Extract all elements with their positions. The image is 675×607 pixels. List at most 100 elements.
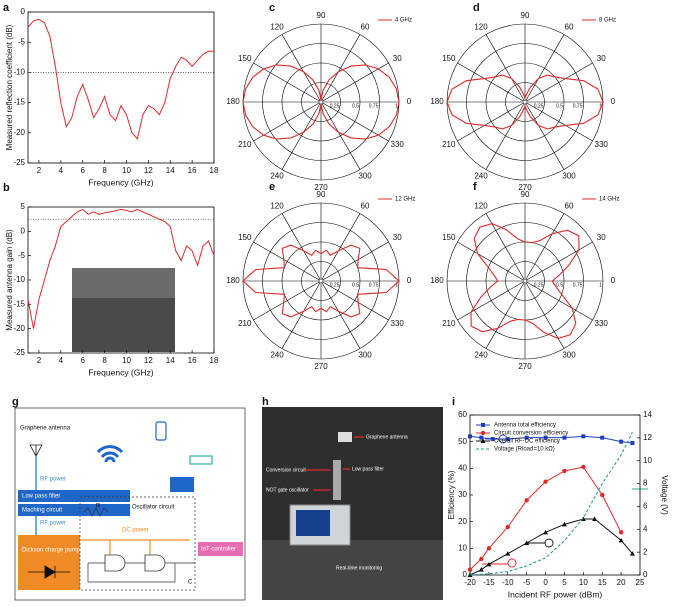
marker (479, 435, 484, 440)
marker (543, 529, 549, 535)
rf-power-label: RF power (40, 521, 66, 527)
panel-label: h (262, 396, 269, 408)
panel-label: f (473, 181, 477, 193)
filter-label: Low pass filter (22, 494, 60, 500)
x-tick-label: 14 (166, 166, 175, 175)
angle-tick-label: 270 (518, 183, 532, 192)
angle-tick-label: 120 (474, 23, 488, 32)
marker (486, 546, 492, 551)
angle-spoke (253, 101, 322, 142)
legend-label: 12 GHz (395, 197, 415, 203)
angle-tick-label: 60 (361, 23, 370, 32)
angle-spoke (320, 213, 361, 282)
angle-tick-label: 270 (314, 183, 328, 192)
angle-tick-label: 210 (238, 319, 252, 328)
angle-tick-label: 270 (518, 362, 532, 371)
x-axis-title: Frequency (GHz) (88, 177, 153, 187)
router-icon (189, 455, 213, 465)
resistor-label: R (96, 504, 101, 510)
radial-tick-label: 0.75 (369, 282, 379, 288)
angle-tick-label: 30 (597, 233, 606, 242)
angle-spoke (320, 241, 389, 282)
photo-label: Low pass filter (352, 466, 384, 472)
y-tick-label: -20 (13, 128, 25, 137)
y-tick-label: 30 (458, 490, 467, 499)
angle-tick-label: 180 (226, 97, 240, 106)
y-tick-label: 60 (458, 410, 467, 419)
panel-label: c (269, 2, 275, 14)
angle-spoke (524, 280, 565, 349)
legend-label: 4 GHz (395, 18, 412, 24)
resistor-symbol (83, 507, 109, 517)
x-tick-label: 16 (188, 166, 197, 175)
legend-label: Circuit conversion efficiency (494, 431, 568, 437)
angle-tick-label: 60 (565, 202, 574, 211)
marker (524, 435, 529, 440)
angle-tick-label: 240 (474, 351, 488, 360)
legend-label: Voltage (Rload=10 kΩ) (494, 447, 555, 453)
angle-tick-label: 270 (314, 362, 328, 371)
marker (480, 438, 486, 443)
oscilloscope-screen (296, 510, 330, 536)
polar-curve (242, 64, 400, 140)
y-axis-title: Measured reflection coefficient (dB) (5, 24, 14, 150)
angle-tick-label: 0 (407, 97, 412, 106)
y-tick-label: 40 (458, 463, 467, 472)
photo-label: Graphene antenna (366, 434, 408, 440)
angle-spoke (320, 280, 361, 349)
x-tick-label: 16 (188, 356, 197, 365)
angle-spoke (253, 241, 322, 282)
photo: Graphene antenna Conversion circuit Low … (262, 396, 443, 600)
photo-label: NOT gate oscillator (266, 487, 309, 493)
x-tick-label: 2 (37, 166, 42, 175)
x-axis-title: Incident RF power (dBm) (508, 589, 603, 599)
x-tick-label: 4 (59, 356, 64, 365)
marker (486, 561, 492, 567)
radial-tick-label: 0.75 (573, 282, 583, 288)
angle-tick-label: 30 (597, 54, 606, 63)
dc-wire (80, 539, 190, 555)
radial-tick-label: 0.25 (330, 282, 340, 288)
y-tick-label: -5 (18, 37, 26, 46)
plot-frame (27, 11, 215, 164)
angle-tick-label: 210 (442, 140, 456, 149)
y2-axis-title: Voltage (V) (660, 475, 669, 515)
angle-tick-label: 330 (595, 140, 609, 149)
marker (562, 435, 567, 440)
marker (505, 551, 511, 556)
angle-spoke (524, 101, 593, 142)
radial-tick-label: 0.5 (352, 282, 359, 288)
angle-tick-label: 240 (270, 172, 284, 181)
marker (618, 530, 624, 535)
angle-tick-label: 0 (611, 97, 616, 106)
angle-tick-label: 30 (393, 233, 402, 242)
diagram: g Graphene antenna RF power Low pass fil… (12, 396, 246, 601)
angle-spoke (320, 62, 389, 103)
marker (619, 439, 624, 444)
marker (581, 464, 586, 470)
y-tick-label: 0 (21, 226, 26, 235)
oscillator-wiring (87, 562, 195, 583)
y-tick-label: -15 (13, 98, 25, 107)
antenna-device (338, 432, 352, 442)
angle-tick-label: 90 (317, 11, 326, 20)
legend-label: Antenna total efficiency (494, 423, 556, 429)
panel-label: e (269, 181, 275, 193)
radial-tick-label: 1 (395, 103, 398, 109)
angle-spoke (281, 34, 322, 103)
annotations (482, 434, 648, 568)
polar-center (318, 278, 324, 284)
angle-spoke (253, 280, 322, 321)
angle-spoke (524, 101, 565, 170)
angle-tick-label: 60 (565, 23, 574, 32)
radial-tick-label: 0.25 (330, 103, 340, 109)
pump-box (18, 535, 80, 590)
angle-tick-label: 180 (226, 276, 240, 285)
radial-tick-label: 1 (599, 103, 602, 109)
y-axis-title: Efficiency (%) (447, 470, 456, 519)
angle-tick-label: 60 (361, 202, 370, 211)
circuit-device (333, 460, 341, 500)
polar-curve (470, 223, 580, 339)
angle-spoke (485, 34, 526, 103)
